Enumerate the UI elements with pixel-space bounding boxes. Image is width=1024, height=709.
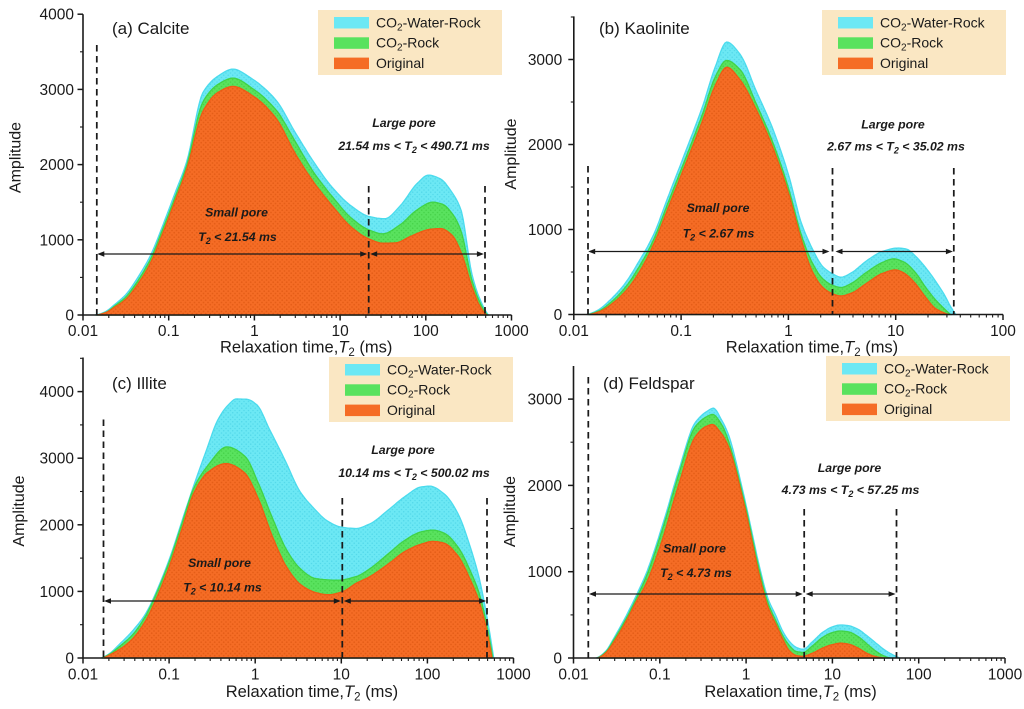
svg-text:0.01: 0.01 [68,667,98,684]
svg-text:Original: Original [880,55,928,71]
svg-text:100: 100 [990,323,1016,340]
svg-text:2000: 2000 [528,478,563,495]
svg-text:2.67 ms < T2 < 35.02 ms: 2.67 ms < T2 < 35.02 ms [826,140,965,156]
svg-text:4.73 ms < T2 < 57.25 ms: 4.73 ms < T2 < 57.25 ms [781,483,920,499]
svg-text:2000: 2000 [40,157,75,174]
svg-text:Large pore: Large pore [861,118,925,132]
svg-text:10.14 ms < T2 < 500.02 ms: 10.14 ms < T2 < 500.02 ms [338,466,489,482]
svg-text:10: 10 [887,323,905,340]
svg-text:1: 1 [251,667,260,684]
svg-text:Relaxation time,T2 (ms): Relaxation time,T2 (ms) [704,683,876,704]
svg-text:Amplitude: Amplitude [11,475,28,546]
svg-text:Large pore: Large pore [818,461,882,475]
svg-text:0.1: 0.1 [158,323,180,340]
svg-text:CO2-Water-Rock: CO2-Water-Rock [884,360,990,379]
svg-text:0.1: 0.1 [670,323,692,340]
svg-text:1000: 1000 [40,232,75,249]
svg-text:0.01: 0.01 [559,323,589,340]
svg-text:(b) Kaolinite: (b) Kaolinite [599,19,690,38]
svg-text:Original: Original [387,402,435,418]
svg-text:Large pore: Large pore [371,443,435,457]
svg-text:0: 0 [65,651,74,668]
svg-text:1000: 1000 [528,222,563,239]
svg-text:3000: 3000 [40,451,75,468]
svg-text:4000: 4000 [40,7,75,24]
svg-text:0: 0 [554,307,563,324]
svg-text:T2 < 10.14 ms: T2 < 10.14 ms [183,581,262,597]
svg-text:T2 < 4.73 ms: T2 < 4.73 ms [660,566,732,582]
svg-text:T2 < 2.67 ms: T2 < 2.67 ms [683,227,755,243]
svg-text:100: 100 [414,667,440,684]
svg-text:0.01: 0.01 [68,323,98,340]
svg-text:1: 1 [742,667,751,684]
svg-text:0: 0 [553,651,562,668]
svg-text:Small pore: Small pore [663,542,726,556]
svg-text:4000: 4000 [40,384,75,401]
svg-text:0.1: 0.1 [649,667,671,684]
svg-text:Small pore: Small pore [188,556,251,570]
svg-text:Small pore: Small pore [205,206,268,220]
svg-text:Amplitude: Amplitude [8,122,25,193]
svg-text:3000: 3000 [528,392,563,409]
svg-text:Relaxation time,T2 (ms): Relaxation time,T2 (ms) [226,683,398,704]
svg-text:CO2-Water-Rock: CO2-Water-Rock [387,361,493,380]
svg-text:(c) Illite: (c) Illite [112,374,167,393]
svg-text:Relaxation time,T2 (ms): Relaxation time,T2 (ms) [220,339,392,360]
svg-text:T2 < 21.54 ms: T2 < 21.54 ms [198,230,277,246]
svg-text:Large pore: Large pore [372,116,436,130]
svg-text:1000: 1000 [988,667,1023,684]
svg-text:Original: Original [884,401,932,417]
svg-text:CO2-Rock: CO2-Rock [376,35,440,54]
svg-text:3000: 3000 [40,82,75,99]
svg-text:CO2-Water-Rock: CO2-Water-Rock [880,14,986,33]
svg-text:10: 10 [824,667,842,684]
svg-text:3000: 3000 [528,52,563,69]
svg-text:CO2-Rock: CO2-Rock [387,382,451,401]
svg-text:2000: 2000 [40,517,75,534]
svg-text:0: 0 [65,308,74,325]
svg-text:1000: 1000 [496,667,531,684]
svg-text:10: 10 [333,667,351,684]
svg-text:10: 10 [331,323,349,340]
svg-text:Small pore: Small pore [687,201,750,215]
svg-text:1: 1 [784,323,793,340]
svg-text:Amplitude: Amplitude [502,476,519,547]
svg-text:Amplitude: Amplitude [503,118,520,189]
svg-text:CO2-Rock: CO2-Rock [880,35,944,54]
svg-text:1000: 1000 [40,584,75,601]
svg-text:1: 1 [250,323,259,340]
svg-text:21.54 ms < T2 < 490.71 ms: 21.54 ms < T2 < 490.71 ms [337,139,489,155]
svg-text:0.1: 0.1 [158,667,180,684]
svg-text:1000: 1000 [494,323,529,340]
svg-text:(d) Feldspar: (d) Feldspar [603,374,695,393]
svg-text:100: 100 [906,667,932,684]
svg-text:Relaxation time,T2 (ms): Relaxation time,T2 (ms) [726,339,898,360]
svg-text:2000: 2000 [528,137,563,154]
svg-text:CO2-Water-Rock: CO2-Water-Rock [376,14,482,33]
svg-text:CO2-Rock: CO2-Rock [884,381,948,400]
svg-text:Original: Original [376,55,424,71]
svg-text:100: 100 [413,323,439,340]
svg-text:(a) Calcite: (a) Calcite [112,19,189,38]
svg-text:0.01: 0.01 [558,667,588,684]
svg-text:1000: 1000 [528,564,563,581]
